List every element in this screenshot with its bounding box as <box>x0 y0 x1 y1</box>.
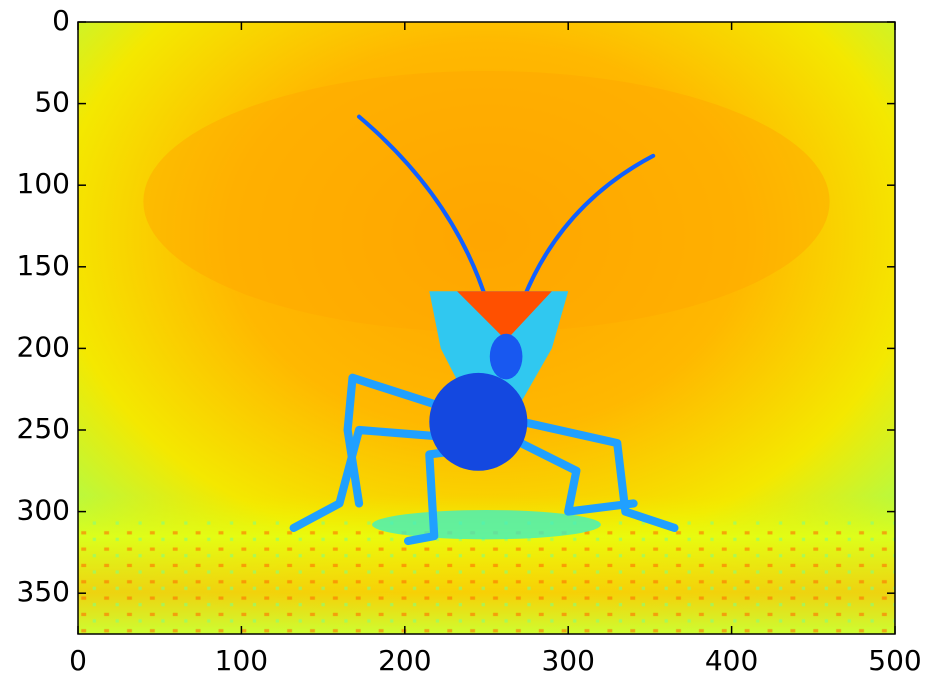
y-tick-label: 100 <box>17 167 70 200</box>
x-tick-label: 500 <box>868 644 921 677</box>
y-tick-label: 350 <box>17 575 70 608</box>
y-tick-label: 150 <box>17 249 70 282</box>
x-tick-label: 100 <box>215 644 268 677</box>
y-tick-label: 300 <box>17 494 70 527</box>
y-tick-label: 250 <box>17 412 70 445</box>
y-tick-label: 50 <box>34 86 70 119</box>
x-tick-label: 200 <box>378 644 431 677</box>
x-tick-label: 400 <box>705 644 758 677</box>
x-tick-label: 0 <box>69 644 87 677</box>
image <box>78 22 896 634</box>
y-tick-label: 200 <box>17 330 70 363</box>
y-tick-label: 0 <box>52 4 70 37</box>
x-tick-label: 300 <box>541 644 594 677</box>
axes-frame <box>77 21 896 635</box>
